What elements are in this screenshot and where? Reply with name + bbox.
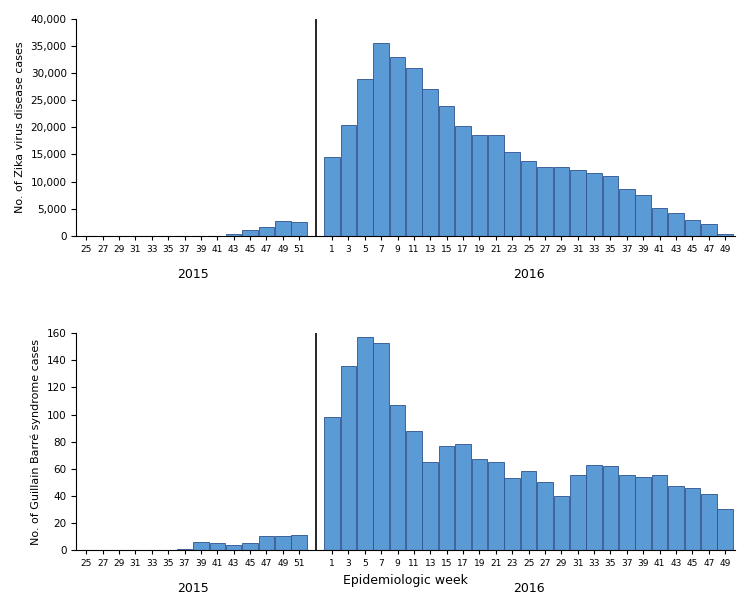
Bar	[685, 220, 700, 235]
Bar	[422, 462, 438, 550]
Bar	[472, 135, 488, 235]
Bar	[635, 477, 651, 550]
Bar	[324, 417, 340, 550]
Bar	[390, 405, 405, 550]
Bar	[668, 486, 684, 550]
Bar	[374, 43, 389, 235]
Bar	[652, 475, 668, 550]
Bar	[586, 465, 602, 550]
Text: 2016: 2016	[513, 268, 544, 281]
Bar	[357, 337, 373, 550]
Bar	[259, 536, 274, 550]
Bar	[226, 234, 242, 235]
X-axis label: Epidemiologic week: Epidemiologic week	[344, 573, 468, 587]
Bar	[242, 543, 258, 550]
Bar	[619, 188, 634, 235]
Bar	[701, 224, 716, 235]
Bar	[292, 221, 307, 235]
Bar	[390, 57, 405, 235]
Bar	[194, 542, 208, 550]
Bar	[340, 124, 356, 235]
Y-axis label: No. of Zika virus disease cases: No. of Zika virus disease cases	[15, 41, 25, 213]
Bar	[505, 152, 520, 235]
Bar	[537, 167, 553, 235]
Bar	[520, 161, 536, 235]
Bar	[701, 495, 716, 550]
Text: 2016: 2016	[513, 583, 544, 595]
Bar	[603, 466, 618, 550]
Bar	[635, 195, 651, 235]
Bar	[718, 509, 733, 550]
Bar	[422, 90, 438, 235]
Bar	[259, 227, 274, 235]
Bar	[357, 79, 373, 235]
Bar	[455, 444, 471, 550]
Bar	[292, 535, 307, 550]
Bar	[209, 543, 225, 550]
Bar	[619, 475, 634, 550]
Bar	[455, 126, 471, 235]
Bar	[472, 459, 488, 550]
Bar	[324, 157, 340, 235]
Bar	[685, 487, 700, 550]
Bar	[586, 173, 602, 235]
Bar	[570, 475, 586, 550]
Text: 2015: 2015	[177, 268, 209, 281]
Bar	[374, 343, 389, 550]
Bar	[718, 234, 733, 235]
Bar	[537, 483, 553, 550]
Bar	[554, 167, 569, 235]
Bar	[406, 68, 422, 235]
Bar	[226, 545, 242, 550]
Bar	[275, 536, 290, 550]
Bar	[520, 472, 536, 550]
Bar	[340, 366, 356, 550]
Bar	[488, 135, 503, 235]
Bar	[505, 478, 520, 550]
Bar	[439, 446, 454, 550]
Bar	[668, 213, 684, 235]
Bar	[488, 462, 503, 550]
Bar	[554, 496, 569, 550]
Bar	[652, 208, 668, 235]
Bar	[406, 431, 422, 550]
Bar	[439, 106, 454, 235]
Text: 2015: 2015	[177, 583, 209, 595]
Y-axis label: No. of Guillain Barré syndrome cases: No. of Guillain Barré syndrome cases	[31, 339, 41, 545]
Bar	[242, 230, 258, 235]
Bar	[603, 176, 618, 235]
Bar	[177, 548, 192, 550]
Bar	[275, 220, 290, 235]
Bar	[570, 170, 586, 235]
